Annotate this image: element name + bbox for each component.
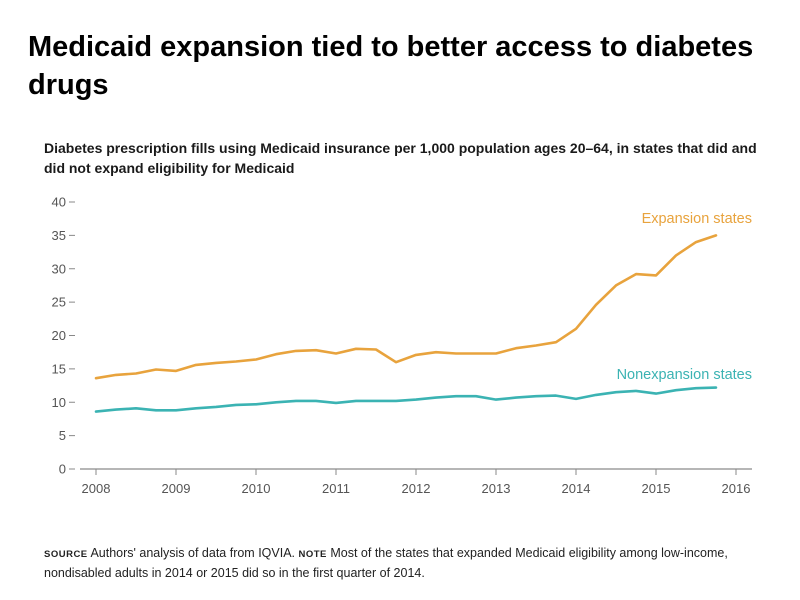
y-tick-label: 25: [52, 295, 66, 310]
source-text: Authors' analysis of data from IQVIA.: [90, 546, 296, 560]
source-tag: SOURCE: [44, 549, 88, 560]
y-tick-label: 30: [52, 261, 66, 276]
expansion-stateslabel: Expansion states: [642, 211, 752, 227]
chart-footnote: SOURCE Authors' analysis of data from IQ…: [44, 544, 759, 582]
y-tick-label: 5: [59, 428, 66, 443]
x-tick-label: 2010: [242, 481, 271, 496]
series-layer: Expansion states Nonexpansion states: [94, 211, 752, 413]
y-axis: 0 5 10 15 20 25 30 35 40: [52, 195, 75, 477]
x-tick-label: 2014: [562, 481, 591, 496]
note-text: Most of the states that expanded Medicai…: [44, 546, 728, 580]
chart-headline: Medicaid expansion tied to better access…: [28, 31, 754, 101]
x-tick-label: 2012: [402, 481, 431, 496]
y-tick-label: 0: [59, 462, 66, 477]
note-tag: NOTE: [298, 549, 327, 560]
x-axis: 2008 2009 2010 2011 2012 2013 2014 2015 2016: [80, 468, 752, 496]
x-tick-label: 2009: [162, 481, 191, 496]
x-tick-label: 2013: [482, 481, 511, 496]
x-tick-label: 2011: [322, 481, 350, 496]
x-tick-label: 2008: [82, 481, 111, 496]
y-tick-label: 35: [52, 228, 66, 243]
y-tick-label: 40: [52, 195, 66, 210]
x-tick-label: 2016: [722, 481, 751, 496]
x-tick-label: 2015: [642, 481, 671, 496]
expansion-statesline: [94, 234, 718, 380]
y-tick-label: 15: [52, 361, 66, 376]
y-tick-label: 20: [52, 328, 66, 343]
nonexpansion-stateslabel: Nonexpansion states: [617, 367, 752, 383]
y-tick-label: 10: [52, 395, 66, 410]
nonexpansion-statesline: [94, 386, 718, 413]
line-chart: 0 5 10 15 20 25 30 35 40 2008 2009 2010 2011 2012 201…: [52, 195, 752, 496]
chart-title: Diabetes prescription fills using Medica…: [44, 140, 757, 176]
